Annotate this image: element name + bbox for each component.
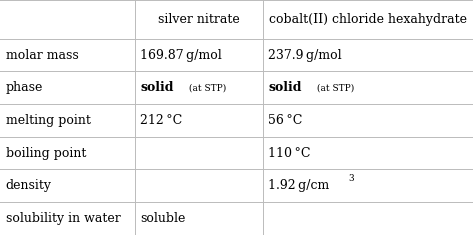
Text: (at STP): (at STP) <box>186 83 226 92</box>
Text: cobalt(II) chloride hexahydrate: cobalt(II) chloride hexahydrate <box>269 13 467 26</box>
Text: 56 °C: 56 °C <box>268 114 303 127</box>
Text: 1.92 g/cm: 1.92 g/cm <box>268 179 329 192</box>
Text: soluble: soluble <box>140 212 186 225</box>
Text: melting point: melting point <box>6 114 90 127</box>
Text: boiling point: boiling point <box>6 147 86 160</box>
Text: molar mass: molar mass <box>6 49 79 62</box>
Text: solubility in water: solubility in water <box>6 212 121 225</box>
Text: density: density <box>6 179 52 192</box>
Text: 237.9 g/mol: 237.9 g/mol <box>268 49 342 62</box>
Text: solid: solid <box>268 81 302 94</box>
Text: 3: 3 <box>348 174 354 183</box>
Text: silver nitrate: silver nitrate <box>158 13 239 26</box>
Text: 212 °C: 212 °C <box>140 114 183 127</box>
Text: solid: solid <box>140 81 174 94</box>
Text: 169.87 g/mol: 169.87 g/mol <box>140 49 222 62</box>
Text: phase: phase <box>6 81 43 94</box>
Text: (at STP): (at STP) <box>314 83 354 92</box>
Text: 110 °C: 110 °C <box>268 147 311 160</box>
